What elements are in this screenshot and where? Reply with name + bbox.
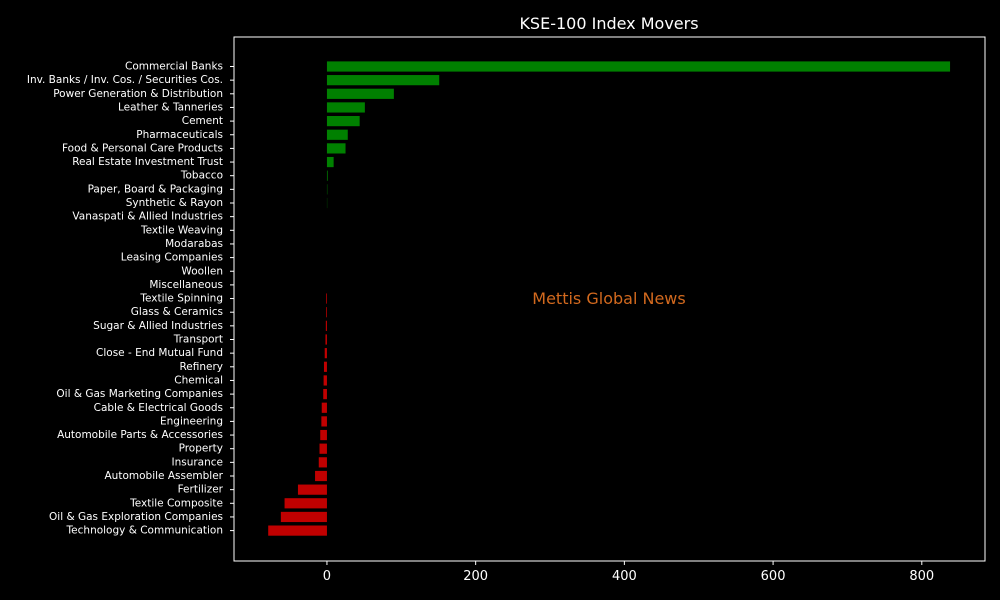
category-label: Refinery: [179, 361, 223, 373]
category-label: Pharmaceuticals: [136, 129, 223, 141]
category-label: Oil & Gas Marketing Companies: [56, 388, 223, 400]
category-label: Textile Weaving: [140, 224, 223, 236]
category-label: Miscellaneous: [149, 279, 223, 291]
category-label: Oil & Gas Exploration Companies: [49, 511, 223, 523]
bar: [297, 484, 327, 495]
bar: [326, 307, 327, 318]
bar: [318, 457, 327, 468]
x-tick-label: 600: [761, 569, 786, 584]
bar: [268, 525, 327, 536]
category-label: Automobile Assembler: [105, 470, 224, 482]
bar: [326, 156, 334, 168]
category-label: Food & Personal Care Products: [62, 142, 223, 154]
bars-group: [268, 61, 951, 536]
category-label: Real Estate Investment Trust: [72, 156, 223, 168]
bar: [326, 129, 348, 140]
category-label: Synthetic & Rayon: [126, 197, 223, 209]
bar: [326, 293, 327, 304]
category-label: Power Generation & Distribution: [53, 88, 223, 100]
category-label: Leasing Companies: [121, 252, 223, 264]
bar: [323, 361, 327, 372]
bar: [280, 511, 327, 523]
category-label: Chemical: [174, 374, 223, 386]
category-label: Cable & Electrical Goods: [94, 402, 223, 414]
category-label: Fertilizer: [178, 484, 224, 496]
category-label: Sugar & Allied Industries: [93, 320, 223, 332]
category-label: Insurance: [171, 456, 223, 468]
x-tick-label: 800: [909, 569, 934, 584]
bar: [315, 470, 327, 482]
bar: [324, 348, 327, 359]
watermark-text: Mettis Global News: [532, 289, 685, 308]
category-label: Property: [179, 443, 223, 455]
bar: [326, 102, 365, 113]
bar: [326, 116, 360, 127]
category-label: Textile Composite: [129, 497, 223, 509]
category-label: Technology & Communication: [66, 525, 223, 537]
category-label: Close - End Mutual Fund: [96, 347, 223, 359]
x-tick-label: 400: [612, 569, 637, 584]
category-label: Cement: [182, 115, 223, 127]
bar: [323, 389, 327, 400]
category-label: Commercial Banks: [125, 61, 223, 73]
bar: [284, 498, 327, 509]
category-label: Engineering: [160, 415, 223, 427]
category-label: Modarabas: [165, 238, 223, 250]
bar: [326, 143, 346, 154]
bar: [326, 88, 394, 99]
category-label: Inv. Banks / Inv. Cos. / Securities Cos.: [27, 74, 223, 86]
category-label: Textile Spinning: [139, 293, 223, 305]
bar: [326, 61, 951, 72]
category-label: Transport: [173, 334, 223, 346]
category-label: Tobacco: [180, 170, 223, 182]
bar: [326, 75, 440, 86]
bar: [321, 402, 327, 413]
bar: [321, 416, 327, 427]
x-tick-label: 0: [323, 569, 331, 584]
category-label: Glass & Ceramics: [131, 306, 223, 318]
x-tick-label: 200: [463, 569, 488, 584]
category-label: Vanaspati & Allied Industries: [72, 211, 223, 223]
bar: [325, 334, 327, 345]
category-label: Automobile Parts & Accessories: [57, 429, 223, 441]
category-label: Leather & Tanneries: [118, 101, 223, 113]
bar: [319, 443, 327, 454]
bar: [325, 320, 327, 331]
category-label: Woollen: [181, 265, 223, 277]
x-axis-ticks-group: 0 200 400 600 800: [323, 561, 934, 584]
chart-title: KSE-100 Index Movers: [519, 14, 698, 33]
bar: [326, 170, 328, 181]
category-label: Paper, Board & Packaging: [88, 183, 223, 195]
bar: [323, 375, 327, 386]
bar: [320, 429, 327, 441]
